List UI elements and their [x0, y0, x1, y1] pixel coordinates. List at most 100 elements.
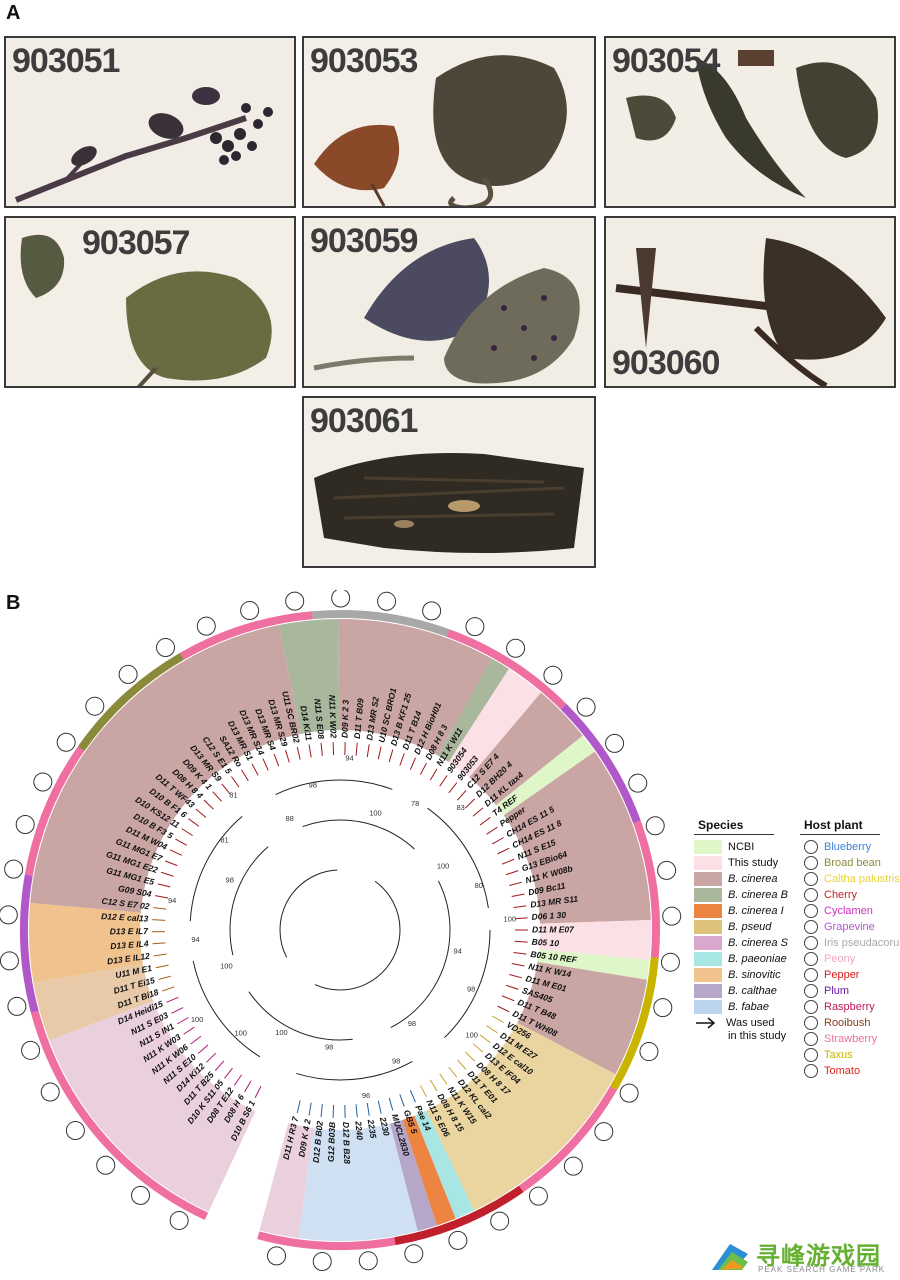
tree-branch [221, 783, 231, 795]
legend-label: B. calthae [728, 984, 777, 997]
tree-branch [388, 1097, 394, 1111]
tree-branch [224, 1067, 233, 1079]
tree-branch [479, 816, 491, 826]
host-plant-icon [804, 1000, 818, 1014]
tree-branch [188, 818, 200, 827]
host-plant-icon [96, 1155, 116, 1175]
logo-icon [712, 1244, 748, 1270]
legend-label: B. cinerea [728, 872, 778, 885]
host-plant-icon [0, 951, 19, 971]
tree-branch [456, 1059, 467, 1070]
host-plant-icon [285, 591, 305, 611]
tree-branch [164, 860, 178, 867]
host-plant-icon [131, 1185, 151, 1205]
tree-branch [176, 1017, 189, 1025]
tree-leaf-label: D11 M E07 [532, 924, 575, 934]
clade-sector [496, 735, 595, 816]
host-legend-item: Taxus [804, 1048, 853, 1064]
specimen-id: 903060 [612, 344, 720, 382]
species-legend-header: Species [698, 818, 744, 832]
tree-branch [308, 744, 312, 758]
tree-branch [514, 940, 528, 943]
bootstrap-value: 98 [408, 1019, 416, 1028]
host-plant-icon [619, 1083, 639, 1103]
tree-branch [513, 905, 527, 909]
host-ring-segment [77, 652, 185, 752]
tree-branch [155, 964, 169, 969]
tree-branch [153, 907, 167, 910]
clade-sector [278, 619, 340, 734]
host-plant-icon [404, 1244, 424, 1264]
host-plant-icon [33, 772, 53, 792]
host-ring-segment [312, 610, 450, 637]
legend-swatch [694, 984, 722, 998]
host-plant-icon [804, 1064, 818, 1078]
tree-branch [505, 870, 519, 876]
host-ring-segment [257, 1231, 396, 1250]
tree-leaf-label: 2240 [353, 1120, 365, 1141]
legend-label: Raspberry [824, 1000, 875, 1013]
tree-branch [514, 917, 528, 920]
host-ring-segment [610, 957, 659, 1090]
tree-branch [501, 995, 515, 1002]
tree-branch [157, 883, 171, 888]
plant-illustration [304, 398, 594, 566]
species-legend-item: NCBI [694, 840, 754, 856]
host-ring-segment [20, 874, 39, 1013]
clade-sector [426, 1022, 616, 1211]
host-plant-icon [804, 840, 818, 854]
legend-label: B. sinovitic [728, 968, 781, 981]
watermark-logo: 寻峰游戏园 PEAK SEARCH GAME PARK [708, 1234, 898, 1278]
legend-label: B. fabae [728, 1000, 769, 1013]
species-legend-item: B. cinerea [694, 872, 778, 888]
tree-leaf-label: D13 E IL4 [110, 938, 149, 951]
bootstrap-value: 94 [454, 946, 462, 955]
clade-sector [30, 625, 301, 913]
tree-branch [320, 742, 323, 756]
tree-branch [241, 769, 249, 782]
tree-branch [155, 895, 169, 899]
host-plant-icon [804, 872, 818, 886]
host-legend-item: Rooibush [804, 1016, 870, 1032]
tree-branch [492, 1015, 504, 1023]
legend-label: B. paeoniae [728, 952, 787, 965]
tree-branch [448, 1066, 458, 1078]
tree-branch [465, 1051, 476, 1062]
tree-branch [497, 847, 510, 855]
tree-branch [296, 746, 301, 760]
host-plant-icon [804, 1016, 818, 1030]
host-plant-icon [804, 936, 818, 950]
legend-label: Taxus [824, 1048, 853, 1061]
bootstrap-value: 100 [191, 1015, 204, 1024]
clade-sector [448, 668, 541, 778]
clade-sector [402, 1115, 456, 1226]
tree-branch [465, 798, 476, 809]
legend-label: Caltha palustris [824, 872, 900, 885]
host-plant-icon [804, 920, 818, 934]
bootstrap-value: 80 [475, 881, 483, 890]
clade-sector [33, 963, 154, 1041]
host-plant-icon [653, 998, 673, 1018]
bootstrap-value: 96 [362, 1091, 370, 1100]
host-ring-segment [446, 629, 567, 710]
host-ring-segment [30, 1010, 101, 1136]
legend-divider [800, 834, 880, 835]
tree-leaf-label: D06 1 30 [531, 910, 566, 922]
host-plant-icon [804, 1048, 818, 1062]
tree-leaf-label: D12 E cal13 [101, 911, 149, 924]
legend-label: NCBI [728, 840, 755, 853]
bootstrap-value: 100 [437, 862, 450, 871]
tree-branch [212, 791, 222, 802]
host-plant-icon [267, 1246, 287, 1266]
host-legend-item: Tomato [804, 1064, 860, 1080]
tree-leaf-label: D12 B B02 [311, 1120, 325, 1163]
legend-label: Iris pseudacorus [824, 936, 900, 949]
host-plant-icon [465, 617, 485, 637]
tree-branch [152, 919, 166, 921]
bootstrap-value: 94 [345, 753, 353, 762]
host-plant-icon [804, 984, 818, 998]
plant-illustration [606, 38, 894, 206]
bootstrap-value: 98 [325, 1043, 333, 1052]
tree-branch [505, 984, 519, 990]
tree-branch [308, 1102, 312, 1116]
